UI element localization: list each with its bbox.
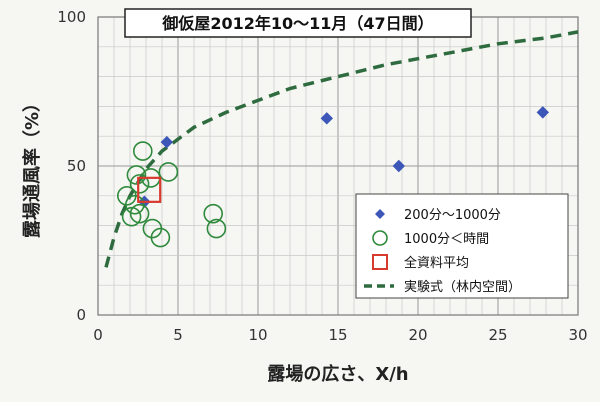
- point-over-1000-min: [150, 227, 171, 248]
- point-over-1000-min: [203, 203, 223, 224]
- x-axis-title: 露場の広さ、X/h: [267, 363, 408, 385]
- y-tick-label: 50: [67, 157, 86, 175]
- point-all-data-average: [137, 176, 162, 203]
- point-200-1000-min: [536, 106, 550, 119]
- legend-label: 全資料平均: [404, 255, 469, 271]
- x-tick-label: 15: [328, 326, 347, 344]
- legend-swatch-circle: [372, 230, 388, 246]
- data-marks: [104, 30, 579, 268]
- legend-box: [355, 193, 569, 299]
- point-over-1000-min: [133, 141, 153, 161]
- y-axis-title: 露場通風率（%）: [21, 94, 43, 238]
- point-over-1000-min: [125, 194, 145, 215]
- tick-labels: 0 5 10 15 20 25 30 0 50 100: [57, 8, 587, 344]
- point-over-1000-min: [121, 206, 142, 227]
- point-200-1000-min: [392, 159, 406, 173]
- legend-swatch-square: [372, 254, 388, 270]
- point-over-1000-min: [126, 165, 147, 185]
- point-200-1000-min: [320, 112, 334, 125]
- x-tick-label: 0: [93, 326, 103, 344]
- y-tick-label: 100: [57, 8, 86, 26]
- x-tick-label: 20: [408, 326, 427, 344]
- point-over-1000-min: [206, 218, 227, 239]
- point-over-1000-min: [129, 174, 150, 194]
- point-over-1000-min: [158, 162, 179, 182]
- point-200-1000-min: [160, 135, 174, 149]
- legend-label: 200分～1000分: [404, 208, 501, 223]
- legend-label: 実験式（林内空間）: [404, 279, 521, 295]
- x-tick-label: 10: [248, 326, 267, 344]
- chart-title: 御仮屋2012年10～11月（47日間）: [161, 14, 433, 33]
- x-tick-label: 30: [568, 326, 587, 344]
- point-over-1000-min: [129, 203, 150, 224]
- x-tick-label: 25: [488, 326, 507, 344]
- title-box: [124, 8, 472, 38]
- x-tick-label: 5: [173, 326, 183, 344]
- y-tick-label: 0: [76, 306, 86, 324]
- legend-label: 1000分＜時間: [404, 232, 489, 247]
- legend-swatch-diamond: [375, 209, 385, 219]
